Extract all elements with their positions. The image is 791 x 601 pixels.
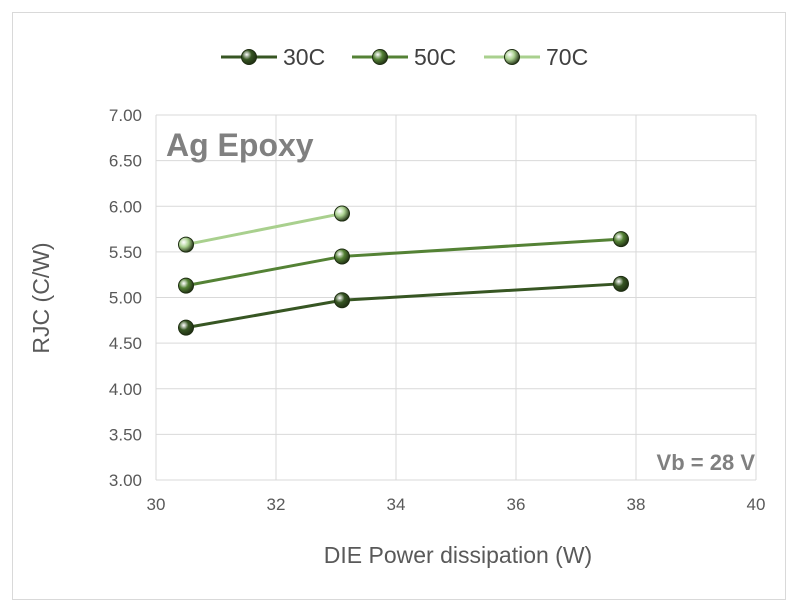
series-line-30C [185,282,622,330]
data-point-50C-1 [178,277,194,294]
legend-label-70C: 70C [546,44,588,70]
data-point-50C-3 [613,231,629,248]
legend-marker-30C [241,49,257,65]
annotation-material: Ag Epoxy [166,127,314,163]
x-axis-tick-labels: 30 32 34 36 38 40 [147,495,766,514]
y-tick-label: 6.50 [109,152,142,171]
data-point-30C-3 [613,275,629,292]
legend-item-70C: 70C [484,44,588,70]
y-tick-label: 5.00 [109,289,142,308]
x-tick-label: 30 [147,495,166,514]
y-axis-tick-labels: 7.00 6.50 6.00 5.50 5.00 4.50 4.00 3.50 3.00 [109,106,142,490]
legend-marker-50C [372,49,388,65]
x-tick-label: 34 [387,495,406,514]
series-70C [178,205,350,253]
y-tick-label: 4.50 [109,334,142,353]
chart-frame [12,12,786,600]
y-tick-label: 6.00 [109,197,142,216]
series-layer [178,205,629,336]
x-tick-label: 40 [747,495,766,514]
data-point-30C-1 [178,319,194,336]
y-tick-label: 3.50 [109,425,142,444]
data-point-50C-2 [334,248,350,265]
y-tick-label: 5.50 [109,243,142,262]
data-point-70C-2 [334,205,350,222]
y-tick-label: 7.00 [109,106,142,125]
x-tick-label: 36 [507,495,526,514]
y-axis-title: RJC (C/W) [28,242,54,353]
annotation-bias: Vb = 28 V [657,450,756,475]
y-tick-label: 4.00 [109,380,142,399]
legend-item-50C: 50C [352,44,456,70]
data-point-30C-2 [334,292,350,309]
x-tick-label: 32 [267,495,286,514]
grid-lines [155,114,757,481]
x-axis-title: DIE Power dissipation (W) [324,542,592,568]
series-line-70C [185,212,343,247]
legend-label-30C: 30C [283,44,325,70]
data-point-70C-1 [178,236,194,253]
series-30C [178,275,629,336]
legend-marker-70C [504,49,520,65]
series-50C [178,231,629,294]
x-tick-label: 38 [627,495,646,514]
legend-label-50C: 50C [414,44,456,70]
y-tick-label: 3.00 [109,471,142,490]
legend: 30C 50C 70C [221,44,588,70]
legend-item-30C: 30C [221,44,325,70]
series-line-50C [185,237,622,288]
